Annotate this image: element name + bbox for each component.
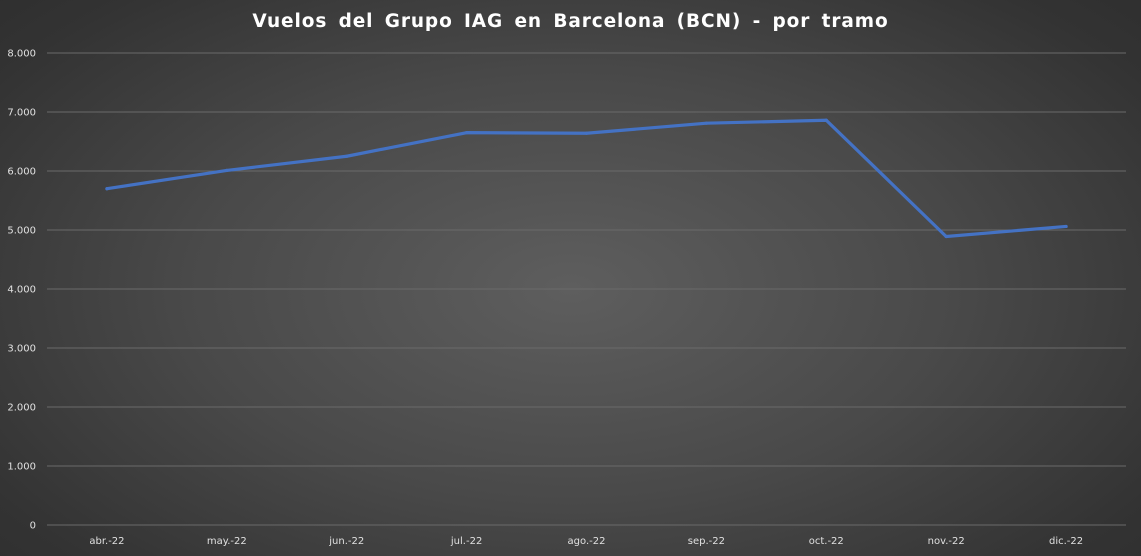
x-tick-label: ago.-22 <box>568 536 606 547</box>
y-tick-label: 8.000 <box>7 49 36 60</box>
gridlines <box>47 52 1126 526</box>
y-tick-label: 7.000 <box>7 108 36 119</box>
y-tick-label: 4.000 <box>7 285 36 296</box>
series-layer <box>105 118 1068 239</box>
x-tick-label: dic.-22 <box>1049 536 1083 547</box>
x-tick-label: nov.-22 <box>928 536 965 547</box>
y-axis-tick-labels: 0 1.000 2.000 3.000 4.000 5.000 6.000 7.000 8.00… <box>7 49 36 532</box>
chart-title: Vuelos del Grupo IAG en Barcelona (BCN) … <box>252 11 889 32</box>
data-point <box>944 234 948 239</box>
x-tick-label: abr.-22 <box>89 536 124 547</box>
y-tick-label: 6.000 <box>7 167 36 178</box>
data-point <box>824 118 828 122</box>
x-tick-label: may.-22 <box>207 536 247 547</box>
x-tick-label: jun.-22 <box>328 536 364 547</box>
series-line <box>105 118 1068 239</box>
data-point <box>704 121 708 125</box>
y-tick-label: 5.000 <box>7 226 36 237</box>
x-tick-label: sep.-22 <box>688 536 725 547</box>
x-tick-label: oct.-22 <box>809 536 844 547</box>
x-axis-tick-labels: abr.-22 may.-22 jun.-22 jul.-22 ago.-22 sep.-… <box>89 536 1083 547</box>
y-tick-label: 1.000 <box>7 462 36 473</box>
data-point <box>465 131 469 135</box>
y-tick-label: 2.000 <box>7 403 36 414</box>
data-point <box>225 168 229 173</box>
y-tick-label: 0 <box>30 521 36 532</box>
data-point <box>345 154 349 158</box>
data-point <box>105 187 109 191</box>
data-point <box>1064 224 1068 229</box>
x-tick-label: jul.-22 <box>450 536 482 547</box>
y-tick-label: 3.000 <box>7 344 36 355</box>
data-point <box>584 131 589 135</box>
